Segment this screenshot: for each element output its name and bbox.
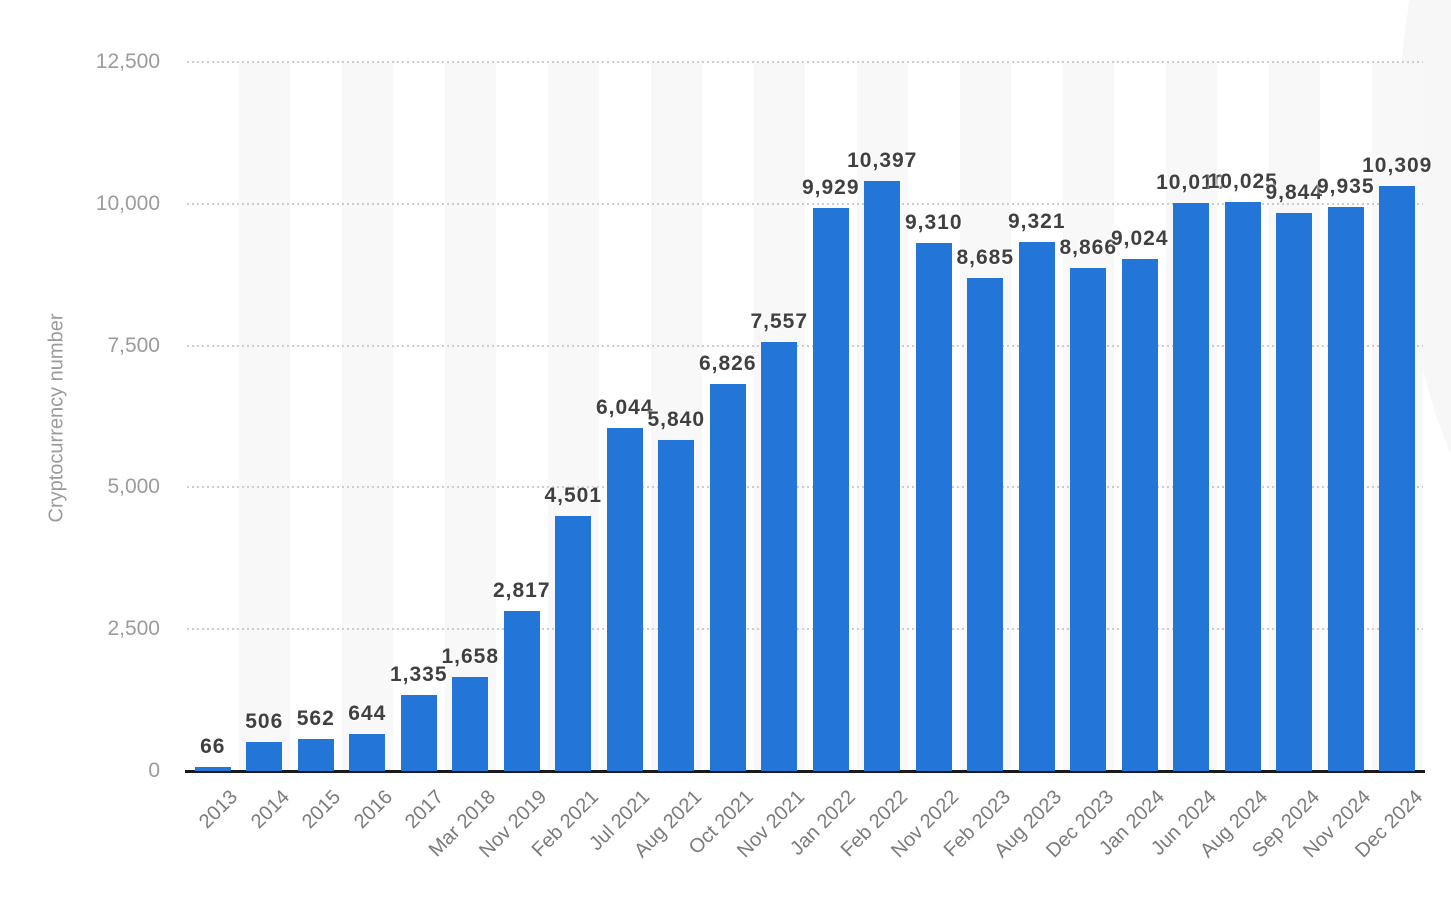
plot-band [444, 62, 496, 771]
bar [915, 242, 952, 771]
bar-value-label: 10,397 [847, 149, 918, 173]
y-tick-label: 12,500 [95, 50, 160, 73]
y-tick-label: 5,000 [107, 475, 160, 499]
bar-value-label: 1,335 [389, 663, 448, 687]
bar-value-label: 562 [296, 707, 335, 731]
bar [761, 342, 798, 771]
bar-value-label: 6,826 [698, 351, 757, 375]
y-tick-label: 2,500 [107, 617, 160, 641]
bar [1276, 212, 1313, 771]
bar [606, 428, 643, 771]
plot-band [238, 62, 290, 771]
y-gridline [187, 486, 1423, 489]
bar [400, 695, 437, 771]
bar [1379, 186, 1416, 771]
bar [503, 611, 540, 771]
bar [1018, 242, 1055, 771]
y-gridline [187, 202, 1423, 205]
bar-value-label: 66 [200, 735, 226, 759]
bar [246, 742, 283, 771]
x-tick-label: 2013 [195, 786, 243, 834]
bar [864, 181, 901, 771]
bar-value-label: 7,557 [750, 310, 809, 334]
bar [194, 767, 231, 771]
bar [1327, 207, 1364, 771]
bar-value-label: 10,010 [1156, 171, 1227, 195]
plot-band [341, 62, 393, 771]
bar [452, 676, 489, 771]
x-tick-label: 2016 [349, 786, 397, 834]
y-gridline [187, 628, 1423, 631]
bar-value-label: 2,817 [492, 579, 551, 603]
bar-value-label: 10,025 [1207, 170, 1278, 194]
bar-value-label: 9,935 [1316, 175, 1375, 199]
bar [297, 739, 334, 771]
y-tick-label: 0 [148, 759, 160, 782]
bar [349, 734, 386, 771]
bar [1070, 268, 1107, 771]
x-axis-line [185, 770, 1425, 773]
bar-value-label: 4,501 [544, 483, 603, 507]
bar [1121, 259, 1158, 771]
bar-value-label: 9,929 [801, 175, 860, 199]
bar [1224, 202, 1261, 771]
bar [555, 515, 592, 771]
bar-value-label: 644 [348, 702, 387, 726]
bar-value-label: 10,309 [1362, 154, 1433, 178]
bar-value-label: 506 [245, 710, 284, 734]
bar-value-label: 6,044 [595, 396, 654, 420]
bar-value-label: 9,310 [904, 210, 963, 234]
bar [1173, 203, 1210, 771]
y-gridline [187, 344, 1423, 347]
bar [709, 383, 746, 771]
bar-value-label: 8,866 [1059, 236, 1118, 260]
bar-value-label: 5,840 [647, 407, 706, 431]
bar [658, 439, 695, 771]
x-tick-label: 2014 [246, 786, 294, 834]
bar [967, 278, 1004, 771]
y-tick-label: 10,000 [95, 191, 160, 215]
bar-value-label: 9,321 [1007, 210, 1066, 234]
bar [812, 207, 849, 771]
bar-value-label: 9,024 [1110, 227, 1169, 251]
x-tick-label: 2017 [401, 786, 449, 834]
bar-value-label: 8,685 [956, 246, 1015, 270]
y-tick-label: 7,500 [107, 333, 160, 357]
bar-value-label: 1,658 [441, 644, 500, 668]
bar-value-label: 9,844 [1265, 180, 1324, 204]
x-tick-label: 2015 [298, 786, 346, 834]
y-gridline [187, 61, 1423, 63]
